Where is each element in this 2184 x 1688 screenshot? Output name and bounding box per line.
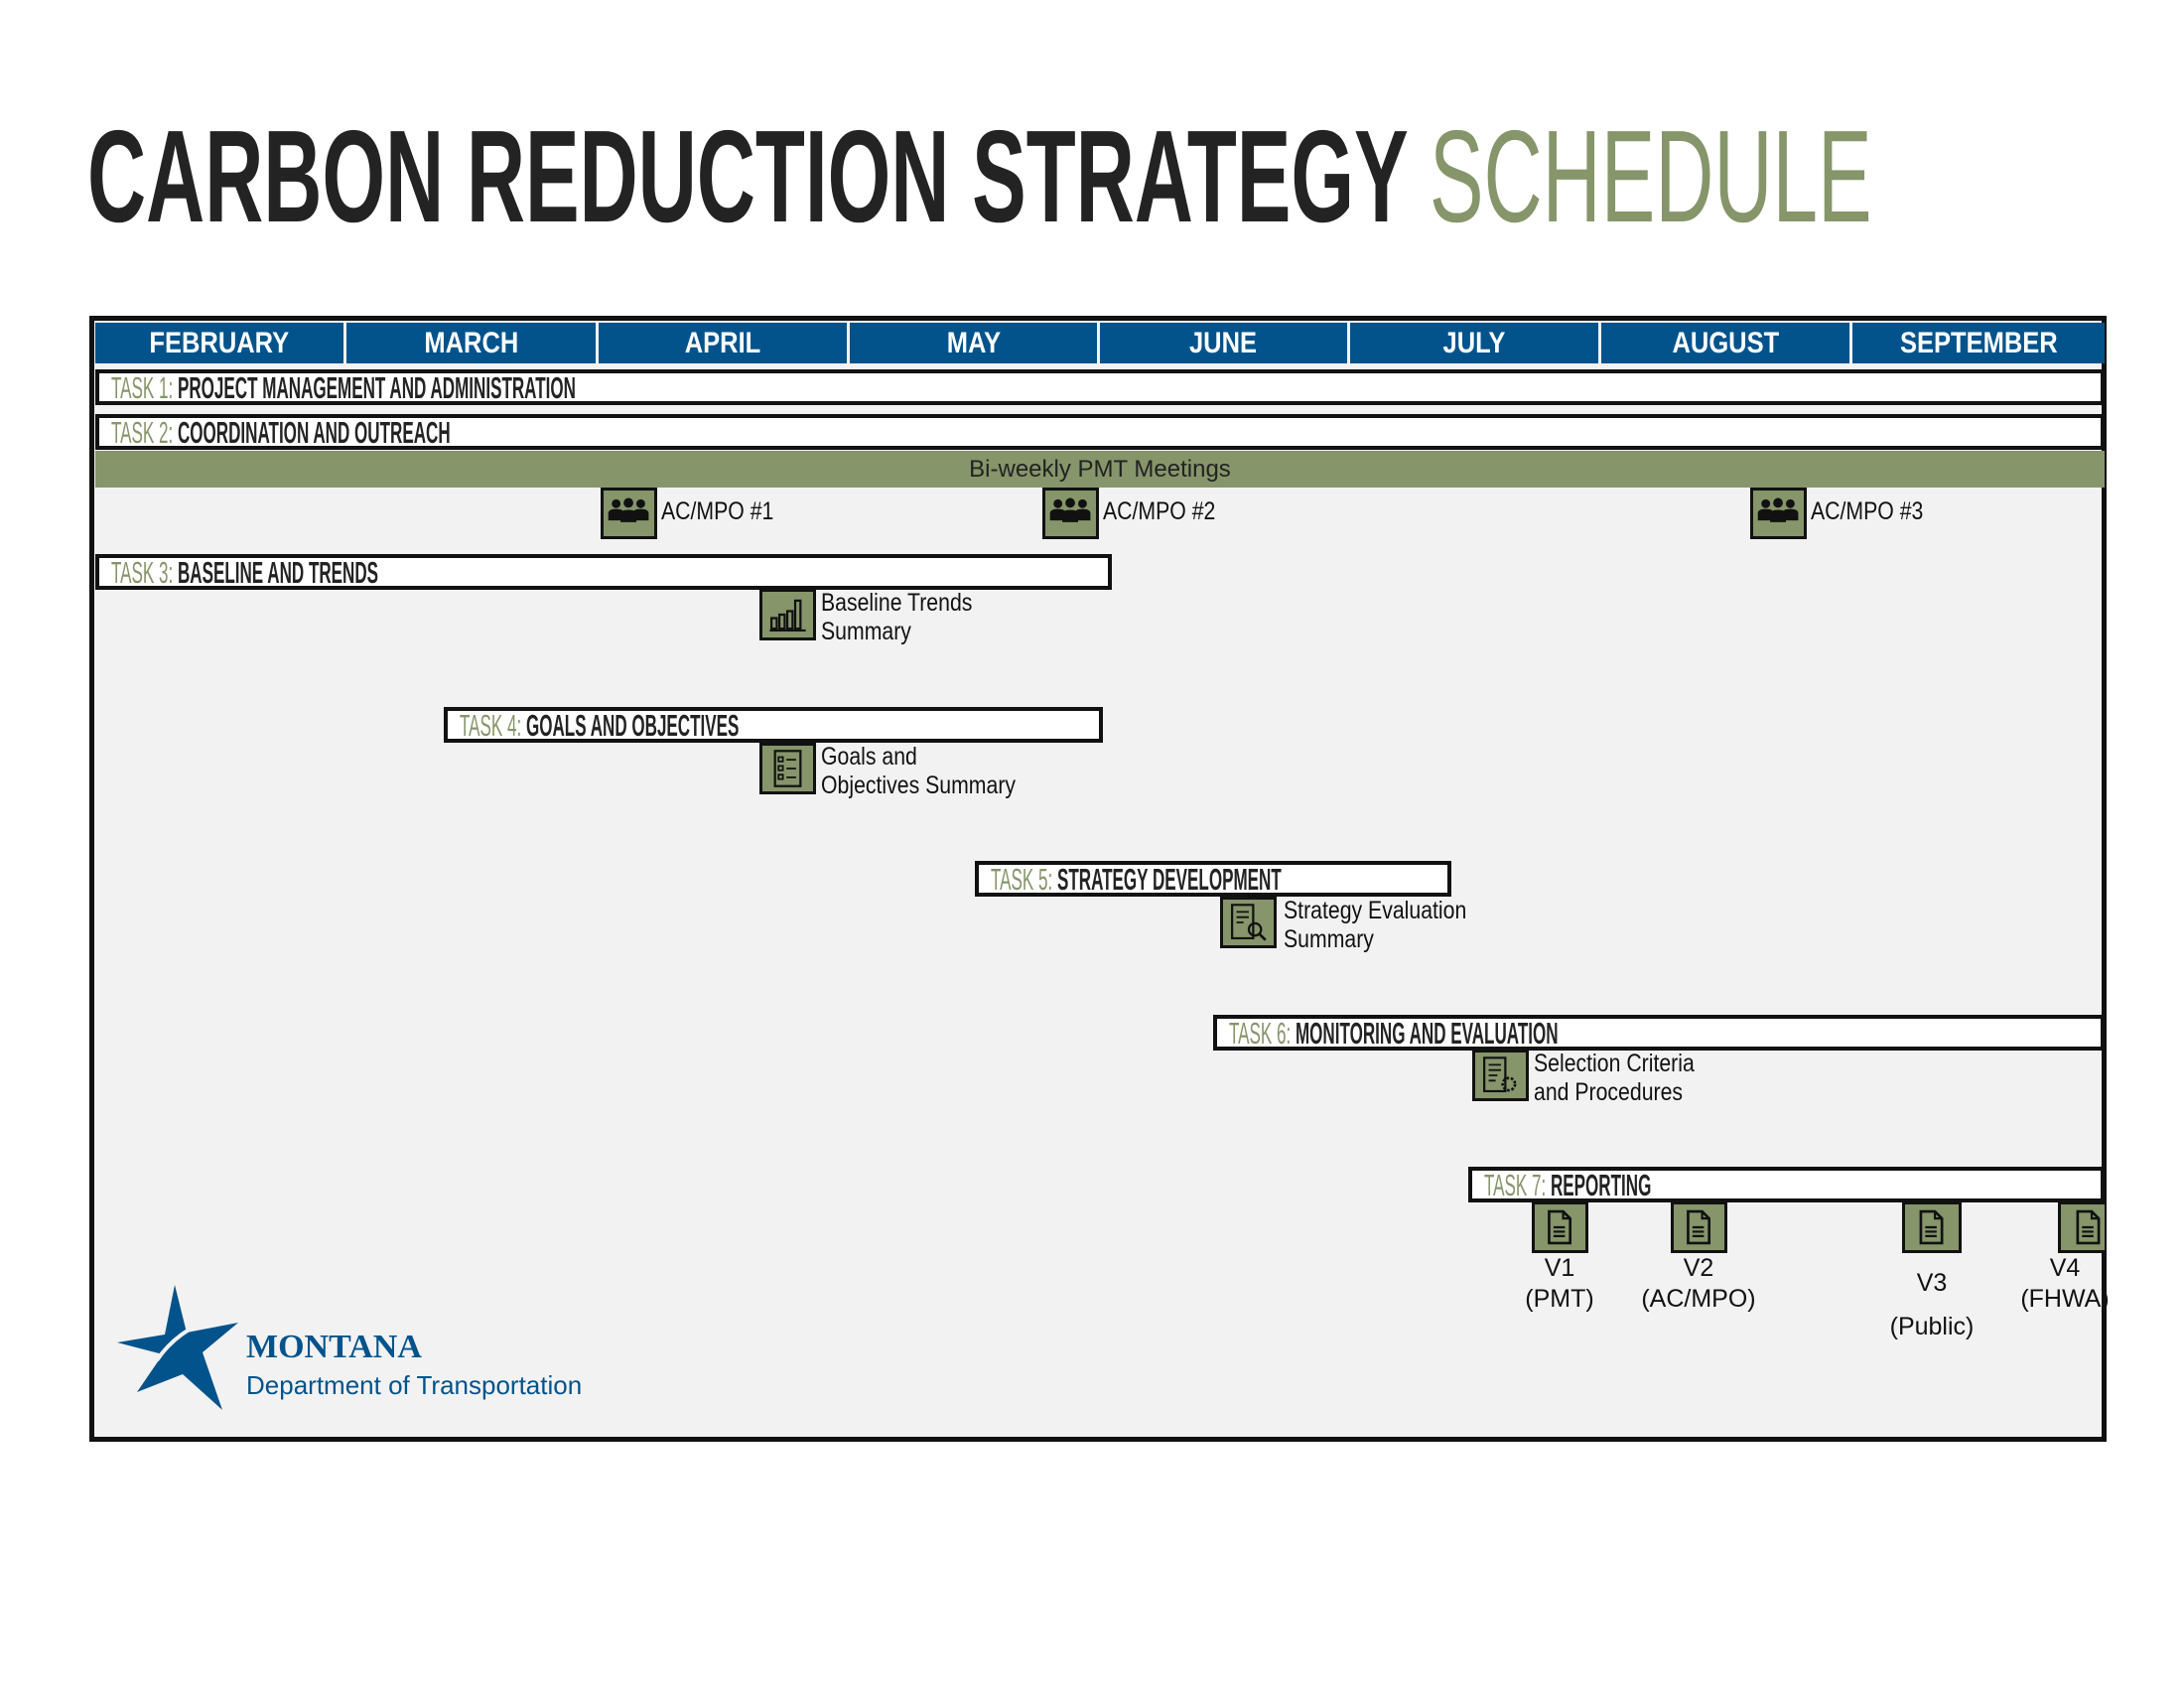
task-bar-7: TASK 7: REPORTING (1468, 1167, 2105, 1202)
group-icon (601, 488, 657, 539)
deliverable-label: Goals and Objectives Summary (821, 743, 1017, 799)
task-bar-5: TASK 5: STRATEGY DEVELOPMENT (975, 861, 1451, 897)
document-icon (1532, 1201, 1588, 1253)
document-magnifier-icon (1220, 897, 1277, 948)
group-icon (1042, 488, 1099, 539)
page-title: CARBON REDUCTION STRATEGY SCHEDULE (87, 103, 1872, 249)
month-header: MAY (850, 323, 1100, 363)
report-label: V4 (FHWA) (2020, 1254, 2110, 1313)
month-header: SEPTEMBER (1852, 323, 2105, 363)
month-header: APRIL (599, 323, 850, 363)
deliverable-label: Baseline Trends Summary (821, 589, 973, 645)
task-bar-1: TASK 1: PROJECT MANAGEMENT AND ADMINISTR… (95, 369, 2105, 405)
month-header: JULY (1350, 323, 1601, 363)
meeting-label: AC/MPO #2 (1103, 497, 1216, 525)
report-label: V1 (PMT) (1525, 1254, 1594, 1313)
document-icon (1902, 1201, 1962, 1253)
deliverable-label: Strategy Evaluation Summary (1284, 897, 1467, 953)
bar-chart-icon (759, 589, 816, 640)
meeting-label: AC/MPO #1 (661, 497, 774, 525)
group-icon (1750, 488, 1807, 539)
task-bar-3: TASK 3: BASELINE AND TRENDS (95, 554, 1112, 590)
logo-dept: Department of Transportation (246, 1370, 583, 1400)
task-bar-6: TASK 6: MONITORING AND EVALUATION (1213, 1015, 2105, 1051)
logo-name: MONTANA (246, 1329, 422, 1365)
task-bar-2: TASK 2: COORDINATION AND OUTREACH (95, 414, 2105, 450)
document-icon (1671, 1201, 1727, 1253)
report-label: V3 (Public) (1889, 1269, 1975, 1340)
month-header: MARCH (346, 323, 599, 363)
month-header: JUNE (1100, 323, 1350, 363)
month-header: FEBRUARY (95, 323, 346, 363)
checklist-icon (759, 743, 816, 794)
meeting-label: AC/MPO #3 (1811, 497, 1924, 525)
report-label: V2 (AC/MPO) (1641, 1254, 1756, 1313)
month-header: AUGUST (1601, 323, 1852, 363)
document-gear-icon (1472, 1050, 1529, 1101)
document-icon (2058, 1201, 2105, 1253)
pmt-meetings-band: Bi-weekly PMT Meetings (95, 451, 2105, 488)
task-bar-4: TASK 4: GOALS AND OBJECTIVES (444, 707, 1103, 743)
montana-star-logo (117, 1283, 256, 1422)
deliverable-label: Selection Criteria and Procedures (1534, 1050, 1695, 1106)
